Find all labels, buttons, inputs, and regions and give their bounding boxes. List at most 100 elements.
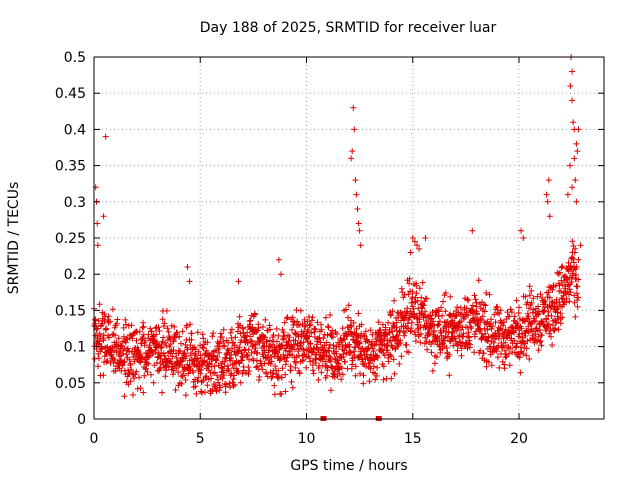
data-point bbox=[421, 298, 428, 305]
data-point bbox=[320, 335, 327, 342]
data-point bbox=[418, 331, 424, 337]
data-point bbox=[471, 349, 478, 356]
data-point bbox=[279, 365, 286, 372]
data-point bbox=[525, 313, 532, 320]
data-point bbox=[535, 311, 542, 318]
data-point bbox=[262, 334, 269, 341]
data-point bbox=[177, 348, 183, 355]
data-point bbox=[183, 322, 190, 329]
data-point bbox=[162, 339, 169, 346]
data-point bbox=[345, 314, 352, 321]
data-point bbox=[539, 318, 546, 325]
data-point bbox=[526, 305, 532, 312]
data-point bbox=[227, 329, 234, 336]
data-point bbox=[556, 269, 563, 276]
data-point bbox=[139, 324, 146, 331]
data-point bbox=[567, 289, 574, 296]
data-point bbox=[352, 372, 359, 379]
data-point bbox=[195, 374, 202, 381]
spike-point bbox=[544, 198, 551, 205]
data-point bbox=[222, 389, 229, 396]
data-point bbox=[194, 329, 201, 336]
data-point bbox=[465, 340, 472, 347]
data-point bbox=[215, 340, 222, 347]
data-point bbox=[424, 346, 431, 353]
data-point bbox=[160, 334, 167, 341]
spike-point bbox=[407, 249, 414, 256]
data-point bbox=[367, 327, 374, 334]
data-point bbox=[139, 353, 146, 360]
data-point bbox=[181, 372, 187, 379]
data-point bbox=[507, 345, 514, 352]
data-point bbox=[508, 309, 515, 316]
spike-point bbox=[571, 155, 578, 162]
data-point bbox=[130, 391, 136, 398]
data-point bbox=[145, 360, 152, 367]
data-point bbox=[334, 357, 341, 364]
data-point bbox=[575, 294, 582, 301]
data-point bbox=[545, 321, 552, 328]
data-point bbox=[537, 291, 544, 298]
data-point bbox=[295, 348, 302, 355]
data-point bbox=[575, 276, 582, 283]
data-point bbox=[356, 340, 363, 347]
data-point bbox=[555, 326, 562, 333]
data-point bbox=[125, 322, 132, 329]
data-point bbox=[529, 319, 535, 326]
data-point bbox=[301, 316, 308, 323]
data-point bbox=[323, 352, 330, 359]
data-point bbox=[571, 299, 578, 306]
data-point bbox=[298, 340, 305, 347]
data-point bbox=[348, 323, 355, 330]
data-point bbox=[187, 342, 194, 349]
data-point bbox=[423, 338, 430, 345]
data-point bbox=[123, 321, 129, 328]
data-point bbox=[350, 319, 357, 326]
data-point bbox=[329, 364, 336, 371]
data-point bbox=[340, 351, 347, 358]
data-point bbox=[121, 393, 128, 400]
data-point bbox=[559, 263, 566, 270]
data-point bbox=[284, 314, 291, 321]
data-point bbox=[530, 295, 537, 302]
spike-point bbox=[409, 235, 416, 241]
data-point bbox=[286, 334, 293, 341]
data-point bbox=[176, 362, 183, 369]
data-point bbox=[128, 367, 135, 374]
data-point bbox=[241, 347, 248, 354]
data-point bbox=[122, 339, 129, 346]
data-point bbox=[304, 318, 311, 325]
spike-point bbox=[574, 148, 581, 155]
data-point bbox=[267, 326, 273, 333]
data-point bbox=[553, 319, 560, 326]
data-point bbox=[389, 344, 396, 351]
data-point bbox=[307, 358, 314, 365]
x-tick-label: 10 bbox=[298, 431, 316, 447]
data-point bbox=[156, 366, 163, 373]
data-point bbox=[303, 364, 310, 371]
spike-point bbox=[575, 126, 582, 133]
data-point bbox=[501, 347, 508, 354]
data-point bbox=[361, 333, 368, 340]
spike-point bbox=[543, 191, 550, 198]
data-point bbox=[282, 371, 289, 378]
data-point bbox=[242, 369, 249, 376]
data-point bbox=[373, 338, 380, 345]
data-point bbox=[360, 380, 367, 387]
spike-point bbox=[351, 126, 358, 133]
y-axis-label: SRMTID / TECUs bbox=[6, 182, 22, 295]
data-point bbox=[435, 307, 442, 314]
data-point bbox=[255, 324, 262, 331]
data-point bbox=[388, 353, 395, 360]
data-point bbox=[213, 357, 220, 364]
spike-point bbox=[348, 155, 355, 162]
data-point bbox=[433, 354, 440, 360]
data-point bbox=[522, 293, 529, 300]
data-point bbox=[95, 355, 102, 362]
data-point bbox=[353, 325, 360, 332]
data-point bbox=[211, 363, 218, 370]
data-point bbox=[175, 369, 182, 376]
data-point bbox=[145, 331, 152, 338]
y-tick-label: 0.1 bbox=[64, 340, 86, 356]
data-point bbox=[464, 296, 471, 303]
